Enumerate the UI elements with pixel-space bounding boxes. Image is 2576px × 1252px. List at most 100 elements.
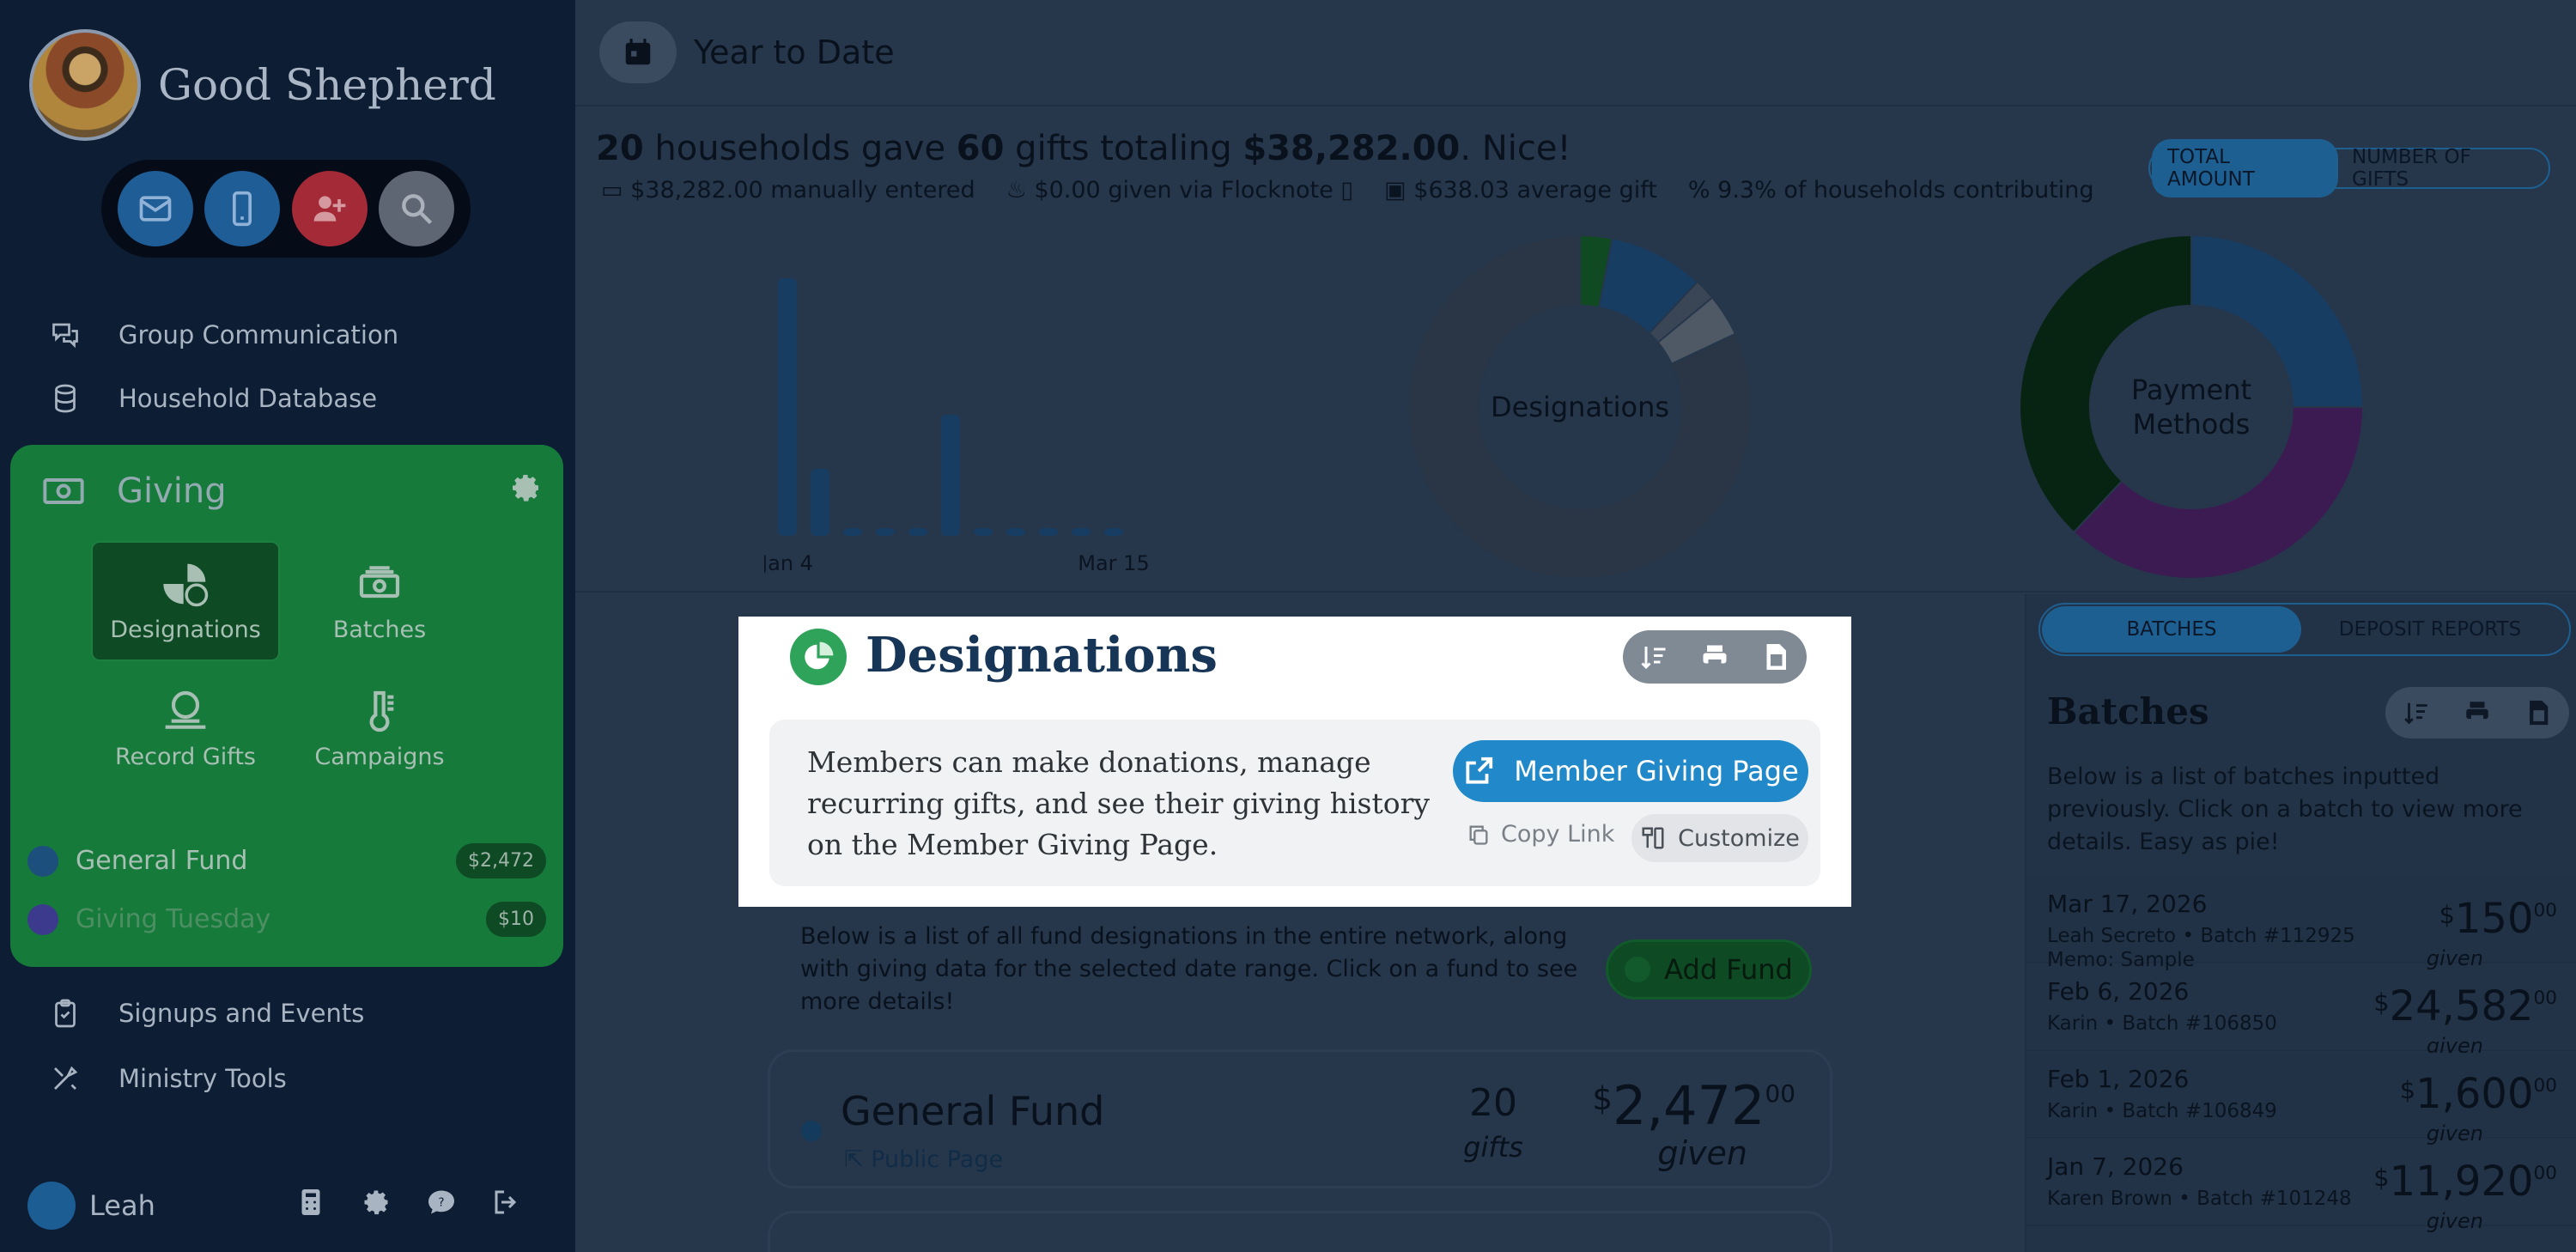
donut-slice-2[interactable] xyxy=(2019,234,2192,534)
tile-designations[interactable]: Designations xyxy=(91,541,280,661)
fund-card-general[interactable]: General Fund ⇱ Public Page 20 gifts $2,4… xyxy=(768,1049,1832,1188)
phone-button[interactable] xyxy=(204,171,281,246)
footer-actions: ? xyxy=(295,1187,522,1218)
donut-slice-4[interactable] xyxy=(1407,234,1753,580)
batches-toggle: BATCHES DEPOSIT REPORTS xyxy=(2038,603,2571,656)
bar-10[interactable] xyxy=(1104,528,1123,536)
giving-header[interactable]: Giving xyxy=(41,469,227,514)
bar-2[interactable] xyxy=(843,528,862,536)
sort-icon[interactable] xyxy=(2402,698,2431,727)
batch-row[interactable]: Jan 7, 2026 Karen Brown • Batch #101248 … xyxy=(2026,1140,2576,1233)
bar-9[interactable] xyxy=(1072,528,1091,536)
bar-5[interactable] xyxy=(941,415,960,536)
batch-given-label: given xyxy=(2426,946,2483,970)
customize-button[interactable]: Customize xyxy=(1631,814,1808,862)
nav-household-database[interactable]: Household Database xyxy=(48,381,377,416)
print-icon[interactable] xyxy=(2463,698,2492,727)
stat-households: % 9.3% of households contributing xyxy=(1687,177,2094,204)
donut-slice-1[interactable] xyxy=(2072,406,2365,580)
calendar-icon xyxy=(625,39,651,65)
fund-name: General Fund xyxy=(841,1088,1105,1134)
x-tick-label: Jan 4 xyxy=(764,551,813,575)
bar-3[interactable] xyxy=(876,528,895,536)
nav-signups-events[interactable]: Signups and Events xyxy=(48,996,364,1030)
bar-7[interactable] xyxy=(1006,528,1025,536)
sort-icon[interactable] xyxy=(1638,641,1669,672)
member-giving-page-button[interactable]: Member Giving Page xyxy=(1453,740,1808,802)
stat-text: average gift xyxy=(1509,177,1657,204)
spreadsheet-icon[interactable] xyxy=(1760,641,1791,672)
brand[interactable]: Good Shepherd xyxy=(29,29,496,141)
nav-group-communication[interactable]: Group Communication xyxy=(48,318,398,352)
stat-text: given via Flocknote xyxy=(1100,177,1334,204)
stat-value: $38,282.00 xyxy=(630,177,763,204)
toggle-number-of-gifts[interactable]: NUMBER OF GIFTS xyxy=(2352,146,2471,191)
money-stack-icon xyxy=(359,565,400,598)
external-link-icon xyxy=(1466,757,1493,784)
copy-link-button[interactable]: Copy Link xyxy=(1467,821,1614,848)
batch-date: Jan 7, 2026 xyxy=(2047,1152,2184,1181)
bar-8[interactable] xyxy=(1039,528,1058,536)
tile-record-gifts[interactable]: Record Gifts xyxy=(91,668,280,788)
pie-dollar-icon xyxy=(163,563,209,606)
stat-value: 9.3% xyxy=(1717,177,1777,204)
calculator-icon[interactable] xyxy=(295,1187,326,1218)
add-fund-button[interactable]: Add Fund xyxy=(1606,939,1812,1000)
gear-icon[interactable] xyxy=(508,471,543,505)
help-chat-icon[interactable]: ? xyxy=(426,1187,457,1218)
tile-batches[interactable]: Batches xyxy=(285,541,474,661)
add-user-icon xyxy=(313,196,346,222)
tile-campaigns[interactable]: Campaigns xyxy=(285,668,474,788)
public-page-label: Public Page xyxy=(871,1146,1004,1173)
bar-0[interactable] xyxy=(778,278,797,536)
clipboard-icon xyxy=(48,996,82,1030)
print-icon[interactable] xyxy=(1699,641,1730,672)
fund-name: Giving Tuesday xyxy=(76,904,271,934)
batch-date: Feb 6, 2026 xyxy=(2047,977,2190,1006)
sidebar-fund-general[interactable]: General Fund $2,472 xyxy=(27,843,560,878)
date-range-button[interactable] xyxy=(599,21,677,83)
plus-circle-icon xyxy=(1625,957,1651,982)
weekly-giving-bar-chart[interactable]: Jan 4 Mar 15 xyxy=(764,244,1211,587)
chat-icon xyxy=(48,318,82,352)
batch-row[interactable]: Mar 17, 2026 Leah Secreto • Batch #11292… xyxy=(2026,878,2576,971)
current-user[interactable]: Leah xyxy=(27,1182,155,1230)
mail-button[interactable] xyxy=(117,171,193,246)
tab-deposit-reports[interactable]: DEPOSIT REPORTS xyxy=(2338,618,2522,641)
bar-4[interactable] xyxy=(908,528,927,536)
batch-row[interactable]: Feb 1, 2026 Karin • Batch #106849 $1,600… xyxy=(2026,1053,2576,1146)
batch-given-label: given xyxy=(2426,1121,2483,1146)
paint-brush-icon xyxy=(1642,827,1664,849)
tab-batches[interactable]: BATCHES xyxy=(2042,606,2301,653)
stat-value: $0.00 xyxy=(1034,177,1101,204)
mail-icon xyxy=(139,196,172,222)
add-user-button[interactable] xyxy=(291,171,368,246)
public-page-link[interactable]: ⇱ Public Page xyxy=(844,1146,1004,1173)
donut-slice-0[interactable] xyxy=(2190,234,2365,408)
search-button[interactable] xyxy=(379,171,455,246)
batch-meta: Leah Secreto • Batch #112925 Memo: Sample xyxy=(2047,924,2355,972)
coin-hand-icon xyxy=(165,690,206,729)
settings-icon[interactable] xyxy=(361,1187,392,1218)
fund-card-partial[interactable] xyxy=(768,1211,1832,1252)
fund-name: General Fund xyxy=(76,846,248,876)
logout-icon[interactable] xyxy=(491,1187,522,1218)
tile-label: Record Gifts xyxy=(115,743,256,770)
designations-donut-chart[interactable]: Designations xyxy=(1400,227,1760,587)
organization-logo xyxy=(29,29,141,141)
batch-row[interactable]: Feb 6, 2026 Karin • Batch #106850 $24,58… xyxy=(2026,965,2576,1058)
search-icon xyxy=(402,194,433,225)
thermometer-icon xyxy=(369,690,394,732)
batch-amount-whole: 150 xyxy=(2454,895,2534,943)
bar-6[interactable] xyxy=(974,528,993,536)
spreadsheet-icon[interactable] xyxy=(2524,698,2553,727)
sidebar-fund-giving-tuesday[interactable]: Giving Tuesday $10 xyxy=(27,902,560,937)
fund-amount-cents: 00 xyxy=(1765,1079,1796,1108)
pie-chart-icon xyxy=(790,629,847,685)
bar-1[interactable] xyxy=(811,469,829,536)
nav-ministry-tools[interactable]: Ministry Tools xyxy=(48,1061,287,1096)
user-avatar xyxy=(27,1182,76,1230)
giving-stats: ▭ $38,282.00 manually entered ♨ $0.00 gi… xyxy=(601,177,2094,204)
toggle-total-amount[interactable]: TOTAL AMOUNT xyxy=(2152,139,2338,198)
